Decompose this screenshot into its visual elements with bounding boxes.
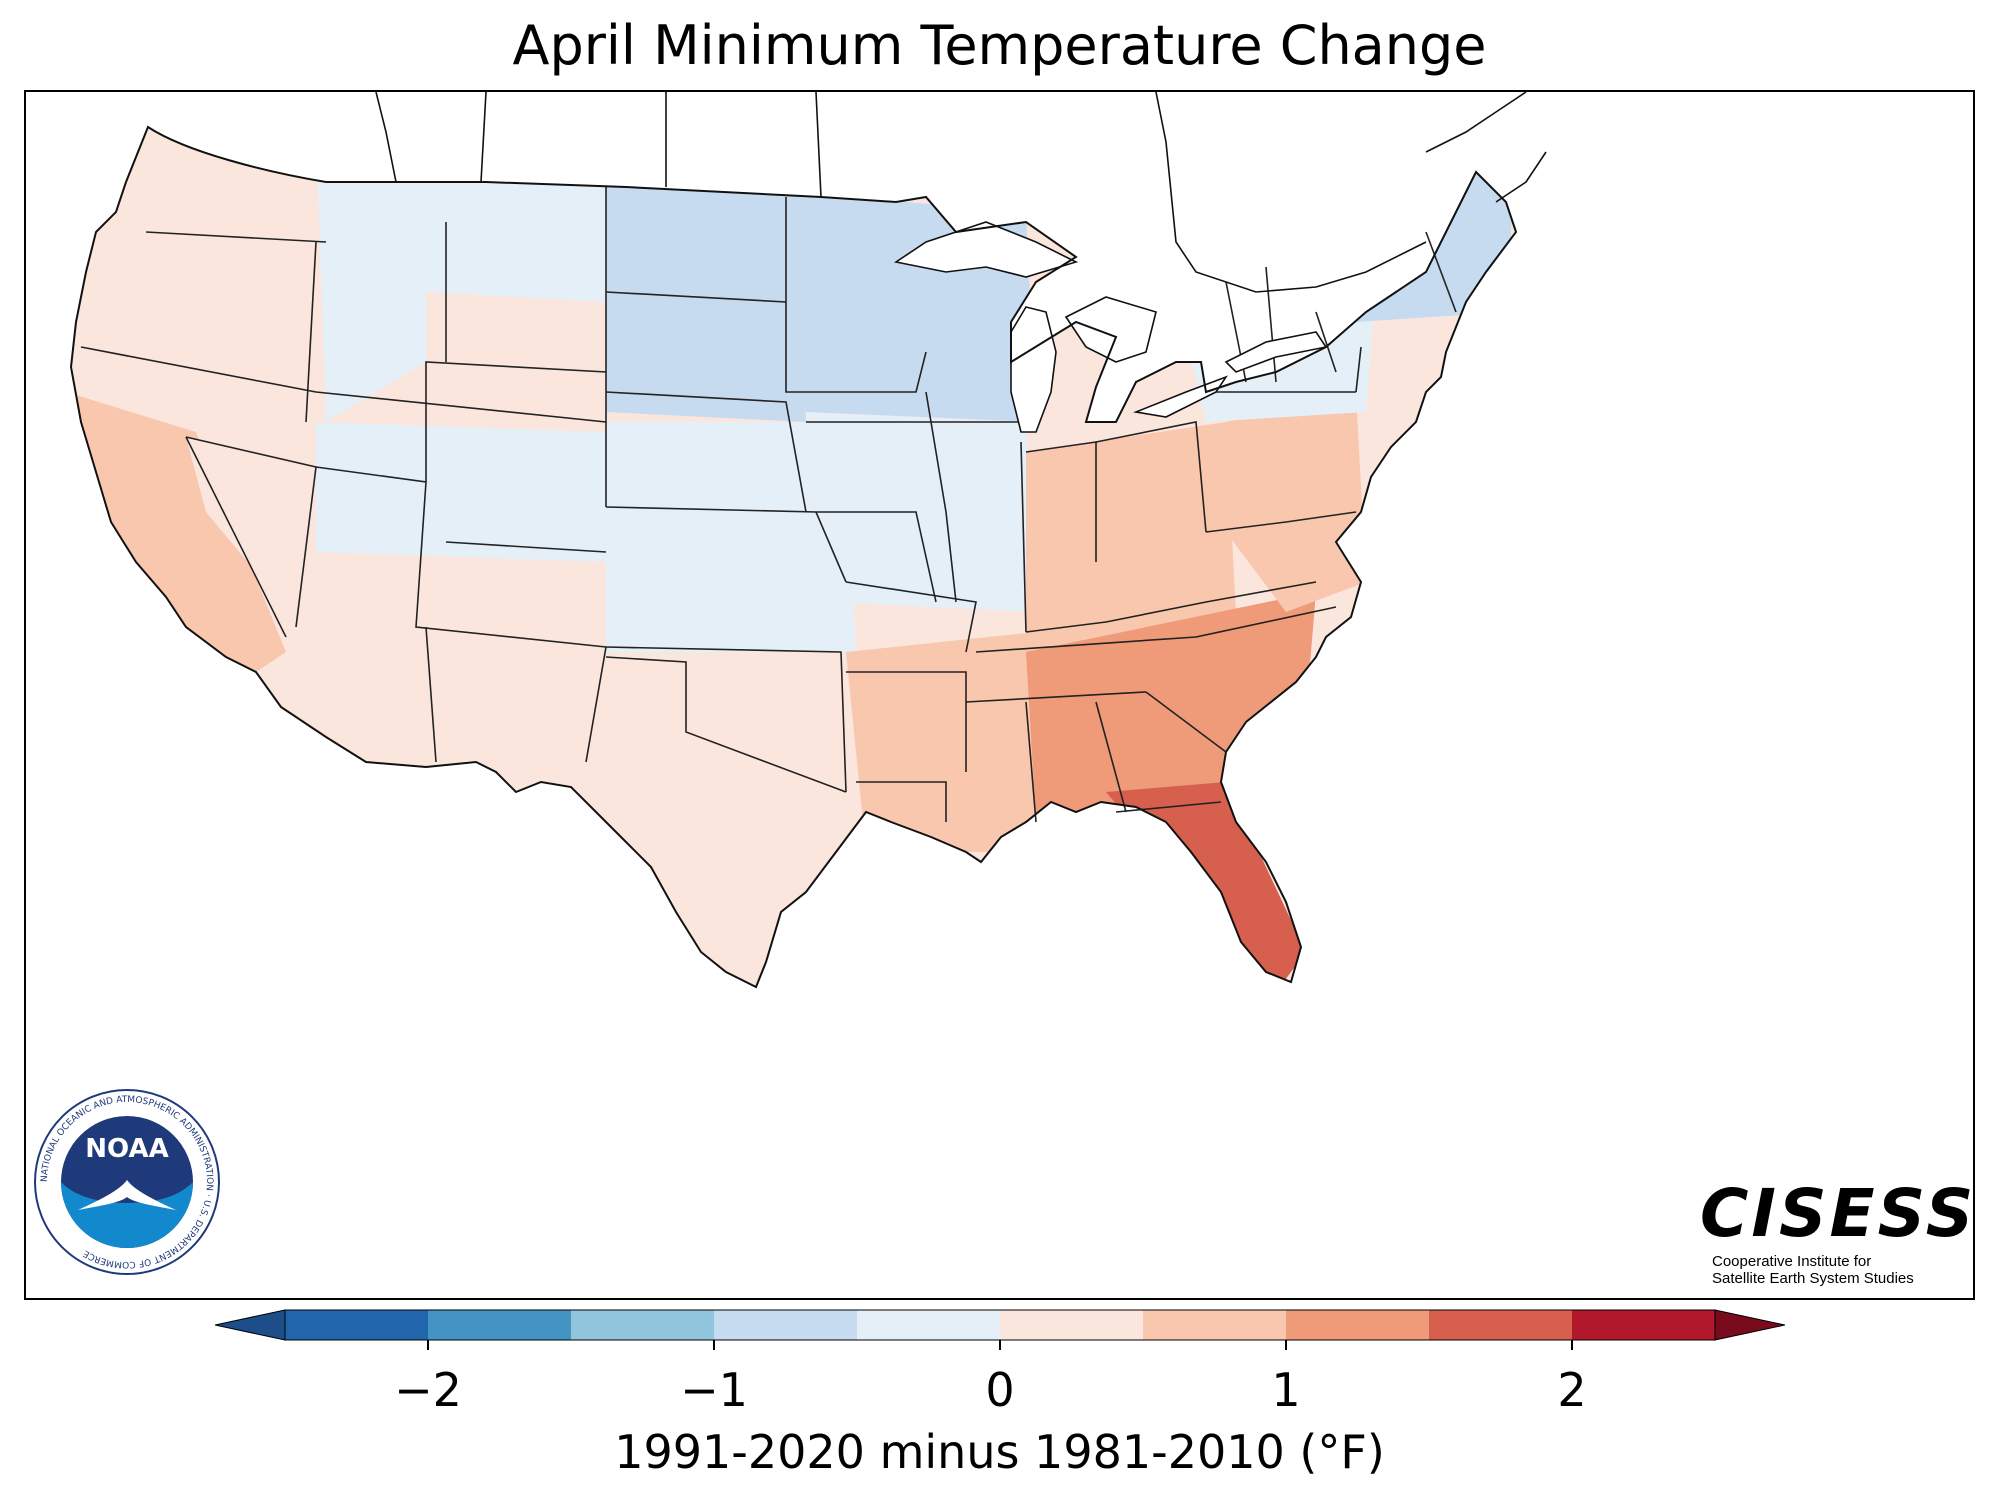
colorbar-tick-label: −1 [680,1363,748,1417]
great-lakes [893,221,1328,433]
colorbar-bin [428,1310,572,1340]
cisess-line1: Cooperative Institute for [1712,1253,1872,1270]
colorbar-under-arrow [214,1309,286,1341]
state-boundaries [80,187,1457,823]
region-anomaly-northern-plains-nd-sd- [606,182,806,422]
colorbar-bin [285,1310,429,1340]
region-anomaly-nebraska-kansas [606,422,856,652]
colorbar-bin [1143,1310,1287,1340]
colorbar-bin [1000,1310,1144,1340]
region-anomaly-lower-mississippi-valley [846,632,1036,852]
region-anomaly-iowa-illinois [806,412,1036,612]
region-anomaly-pacific-northwest [71,132,326,422]
colorbar-bin [1572,1310,1716,1340]
map-title: April Minimum Temperature Change [512,14,1487,77]
us-anomaly-map [70,92,1547,988]
region-anomaly-california-coast [71,392,286,692]
colorbar-label: 1991-2020 minus 1981-2010 (°F) [614,1425,1385,1479]
svg-text:NOAA: NOAA [85,1134,168,1164]
colorbar-svg [214,1309,1786,1350]
cisess-name: CISESS [1700,1175,1977,1252]
colorbar-bin [571,1310,715,1340]
region-anomaly-arizona-new-mexico [296,562,626,772]
region-anomaly-mid-atlantic [1226,392,1366,612]
colorbar-tick-label: 1 [1271,1363,1301,1417]
map-panel [24,90,1975,1300]
colorbar-bin [1286,1310,1430,1340]
region-anomaly-wyoming [426,292,606,422]
canada-boundaries [375,92,1547,293]
colorbar-tick-label: 2 [1557,1363,1587,1417]
colorbar-over-arrow [1714,1309,1786,1341]
colorbar [214,1305,1786,1365]
colorbar-bin [1429,1310,1573,1340]
region-anomaly-colorado-utah [316,422,606,562]
anomaly-fill-layer [71,127,1516,987]
region-anomaly-ohio-valley [1026,422,1236,652]
noaa-logo: NOAA NATIONAL OCEANIC AND ATMOSPHERIC AD… [30,1085,225,1280]
colorbar-tick-label: −2 [394,1363,462,1417]
colorbar-bin [857,1310,1001,1340]
colorbar-tick-label: 0 [985,1363,1015,1417]
colorbar-bin [714,1310,858,1340]
region-anomaly-northern-new-england [1356,152,1516,322]
cisess-line2: Satellite Earth System Studies [1712,1270,1914,1287]
cisess-logo: CISESS Cooperative Institute for Satelli… [1700,1175,1973,1290]
region-anomaly-nevada-great-basin [186,437,316,632]
